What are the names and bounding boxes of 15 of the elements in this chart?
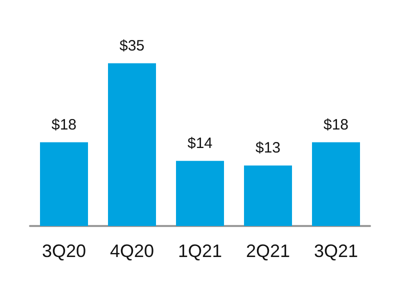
x-tick-label: 4Q20: [110, 241, 154, 261]
x-tick-label: 3Q21: [314, 241, 358, 261]
bar: [312, 142, 360, 226]
x-tick-label: 2Q21: [246, 241, 290, 261]
data-label: $35: [119, 37, 145, 54]
data-label: $13: [255, 140, 281, 157]
bar: [244, 166, 292, 226]
bar: [108, 63, 156, 226]
data-label: $14: [187, 134, 213, 152]
x-tick-label: 3Q20: [42, 241, 86, 261]
data-label: $18: [51, 116, 77, 134]
data-label: $18: [323, 116, 349, 134]
bar: [40, 142, 88, 226]
x-tick-label: 1Q21: [178, 241, 222, 261]
bar: [176, 160, 224, 226]
